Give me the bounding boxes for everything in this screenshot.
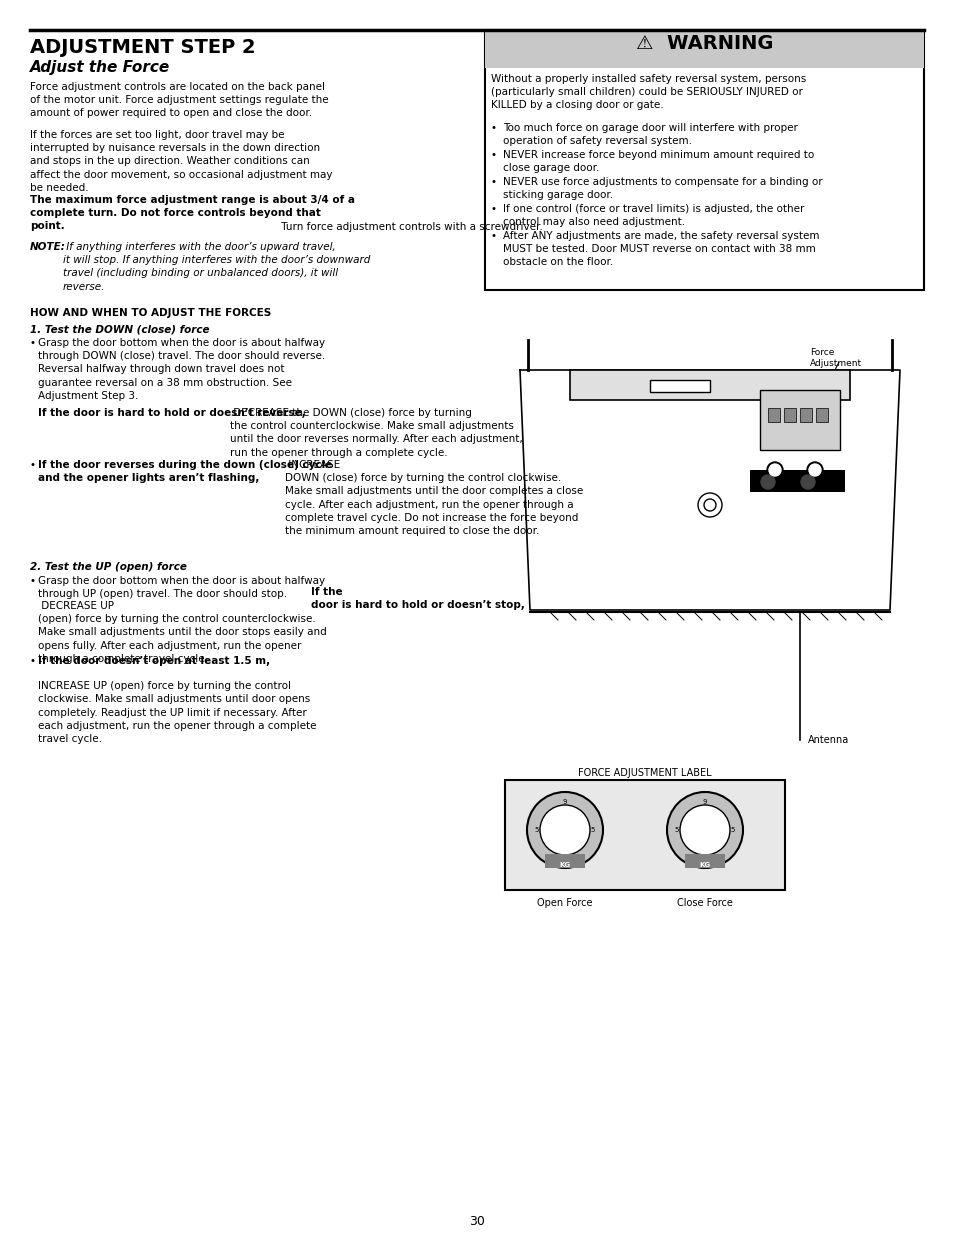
Circle shape [526, 792, 602, 868]
Text: DECREASE the DOWN (close) force by turning
the control counterclockwise. Make sm: DECREASE the DOWN (close) force by turni… [230, 408, 522, 458]
Text: If the forces are set too light, door travel may be
interrupted by nuisance reve: If the forces are set too light, door tr… [30, 130, 333, 193]
Bar [649, 380, 709, 391]
Bar [760, 390, 840, 450]
Text: Close Force: Close Force [677, 898, 732, 908]
Text: •: • [30, 576, 36, 585]
Circle shape [703, 499, 716, 511]
Text: •: • [30, 338, 36, 348]
Text: 5: 5 [674, 827, 679, 832]
Circle shape [539, 805, 589, 855]
Text: Adjust the Force: Adjust the Force [30, 61, 170, 75]
Text: 9: 9 [562, 799, 567, 805]
Text: •: • [491, 177, 497, 186]
Bar [783, 408, 795, 422]
Text: Back Panel: Back Panel [589, 390, 643, 400]
Text: Without a properly installed safety reversal system, persons
(particularly small: Without a properly installed safety reve… [491, 74, 805, 110]
Polygon shape [519, 370, 899, 610]
Circle shape [760, 475, 774, 489]
Text: •: • [491, 204, 497, 214]
Circle shape [768, 464, 781, 475]
Text: •: • [491, 149, 497, 161]
Text: 5: 5 [730, 827, 735, 832]
Text: If the door is hard to hold or doesn’t reverse,: If the door is hard to hold or doesn’t r… [38, 408, 305, 417]
Text: 9: 9 [702, 799, 706, 805]
Text: 1: 1 [562, 855, 567, 861]
Text: Too much force on garage door will interfere with proper
operation of safety rev: Too much force on garage door will inter… [502, 124, 797, 146]
Bar [684, 853, 724, 868]
Bar [800, 408, 811, 422]
Text: 1: 1 [702, 855, 706, 861]
Text: KG: KG [699, 862, 710, 868]
Text: NOTE:: NOTE: [30, 242, 66, 252]
Bar [484, 30, 923, 290]
Circle shape [679, 805, 729, 855]
Bar [767, 408, 780, 422]
Circle shape [801, 475, 814, 489]
Text: Open Force: Open Force [537, 898, 592, 908]
Text: If one control (force or travel limits) is adjusted, the other
control may also : If one control (force or travel limits) … [502, 204, 803, 227]
Text: Turn force adjustment controls with a screwdriver.: Turn force adjustment controls with a sc… [277, 222, 542, 232]
Bar [484, 30, 923, 68]
Text: INCREASE UP (open) force by turning the control
clockwise. Make small adjustment: INCREASE UP (open) force by turning the … [38, 668, 316, 743]
Text: HOW AND WHEN TO ADJUST THE FORCES: HOW AND WHEN TO ADJUST THE FORCES [30, 308, 271, 317]
Text: If the
door is hard to hold or doesn’t stop,: If the door is hard to hold or doesn’t s… [311, 587, 524, 610]
Text: NEVER increase force beyond minimum amount required to
close garage door.: NEVER increase force beyond minimum amou… [502, 149, 814, 173]
Text: •: • [491, 124, 497, 133]
Text: 2. Test the UP (open) force: 2. Test the UP (open) force [30, 562, 187, 572]
Text: 5: 5 [590, 827, 595, 832]
Text: After ANY adjustments are made, the safety reversal system
MUST be tested. Door : After ANY adjustments are made, the safe… [502, 231, 819, 268]
Text: Force adjustment controls are located on the back panel
of the motor unit. Force: Force adjustment controls are located on… [30, 82, 328, 119]
Text: FORCE ADJUSTMENT LABEL: FORCE ADJUSTMENT LABEL [578, 768, 711, 778]
Circle shape [806, 462, 822, 478]
Text: ⚠  WARNING: ⚠ WARNING [635, 35, 773, 53]
Text: If anything interferes with the door’s upward travel,
it will stop. If anything : If anything interferes with the door’s u… [63, 242, 370, 291]
Text: Force
Adjustment
Controls: Force Adjustment Controls [809, 348, 862, 379]
Text: INCREASE
DOWN (close) force by turning the control clockwise.
Make small adjustm: INCREASE DOWN (close) force by turning t… [285, 459, 582, 536]
Text: DECREASE UP
(open) force by turning the control counterclockwise.
Make small adj: DECREASE UP (open) force by turning the … [38, 601, 327, 663]
Text: The maximum force adjustment range is about 3/4 of a
complete turn. Do not force: The maximum force adjustment range is ab… [30, 195, 355, 231]
Text: •: • [491, 231, 497, 241]
Text: •: • [30, 656, 36, 666]
Bar [504, 781, 784, 890]
Bar [544, 853, 584, 868]
Text: 30: 30 [469, 1215, 484, 1228]
Text: 5: 5 [535, 827, 538, 832]
Text: If the door doesn’t open at least 1.5 m,: If the door doesn’t open at least 1.5 m, [38, 656, 270, 666]
Circle shape [666, 792, 742, 868]
Bar [749, 471, 844, 492]
Text: 1. Test the DOWN (close) force: 1. Test the DOWN (close) force [30, 324, 210, 333]
Circle shape [766, 462, 782, 478]
Text: KG: KG [558, 862, 570, 868]
Circle shape [698, 493, 721, 517]
Bar [815, 408, 827, 422]
Bar [569, 370, 849, 400]
Text: Antenna: Antenna [807, 735, 848, 745]
Circle shape [808, 464, 821, 475]
Text: •: • [30, 459, 36, 471]
Text: NEVER use force adjustments to compensate for a binding or
sticking garage door.: NEVER use force adjustments to compensat… [502, 177, 821, 200]
Text: Grasp the door bottom when the door is about halfway
through UP (open) travel. T: Grasp the door bottom when the door is a… [38, 576, 325, 599]
Text: Grasp the door bottom when the door is about halfway
through DOWN (close) travel: Grasp the door bottom when the door is a… [38, 338, 325, 401]
Text: If the door reverses during the down (close) cycle
and the opener lights aren’t : If the door reverses during the down (cl… [38, 459, 332, 483]
Text: ADJUSTMENT STEP 2: ADJUSTMENT STEP 2 [30, 38, 255, 57]
